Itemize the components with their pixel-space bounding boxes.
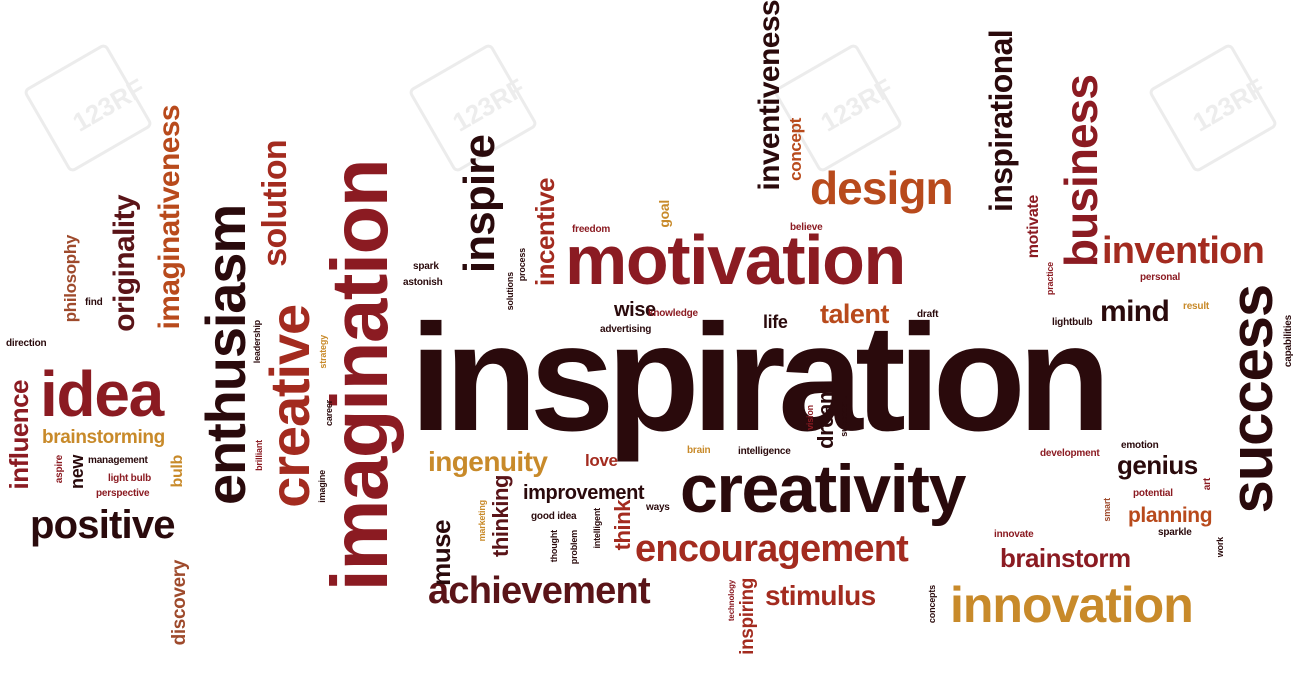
word-talent: talent xyxy=(820,299,889,329)
word-life: life xyxy=(763,312,788,332)
word-advertising: advertising xyxy=(600,324,652,335)
word-creativity: creativity xyxy=(680,451,966,527)
word-light-bulb: light bulb xyxy=(108,473,151,484)
word-imagine: imagine xyxy=(317,470,327,503)
word-goal: goal xyxy=(656,200,672,228)
word-potential: potential xyxy=(1133,488,1173,499)
word-invention: invention xyxy=(1102,230,1265,272)
word-genius: genius xyxy=(1117,450,1198,480)
word-thinking: thinking xyxy=(488,475,513,558)
word-think: think xyxy=(610,500,635,551)
word-draft: draft xyxy=(917,309,939,320)
word-vision: vision xyxy=(805,405,815,430)
word-concept: concept xyxy=(786,118,805,181)
word-technology: technology xyxy=(727,580,736,622)
word-motivation: motivation xyxy=(565,221,906,299)
word-imagination: imagination xyxy=(315,160,404,592)
word-incentive: incentive xyxy=(530,178,560,287)
word-inspiring: inspiring xyxy=(737,578,758,655)
word-muse: muse xyxy=(426,520,456,586)
word-stimulus: stimulus xyxy=(765,580,876,611)
word-positive: positive xyxy=(30,503,176,547)
word-idea: idea xyxy=(40,358,164,430)
word-career: career xyxy=(324,400,334,426)
word-encouragement: encouragement xyxy=(635,528,909,570)
word-philosophy: philosophy xyxy=(61,235,80,323)
word-innovation: innovation xyxy=(950,577,1194,633)
word-ingenuity: ingenuity xyxy=(428,446,548,477)
word-intelligent: intelligent xyxy=(592,508,602,549)
word-enthusiasm: enthusiasm xyxy=(194,205,257,505)
word-inspire: inspire xyxy=(455,135,504,274)
word-improvement: improvement xyxy=(523,482,645,504)
word-knowledge: knowledge xyxy=(648,308,698,319)
word-art: art xyxy=(1202,478,1213,491)
word-motivate: motivate xyxy=(1025,195,1042,259)
word-strategy: strategy xyxy=(318,335,328,369)
word-leadership: leadership xyxy=(252,320,262,364)
word-believe: believe xyxy=(790,222,823,233)
word-thought: thought xyxy=(549,530,559,563)
word-dream: dream xyxy=(813,385,838,449)
word-emotion: emotion xyxy=(1121,440,1159,451)
word-bulb: bulb xyxy=(169,455,186,488)
word-inspiration: inspiration xyxy=(410,293,1111,463)
word-solution: solution xyxy=(256,140,294,267)
word-brainstorm: brainstorm xyxy=(1000,543,1131,573)
word-work: work xyxy=(1215,537,1225,558)
word-love: love xyxy=(585,451,618,470)
word-sparkle: sparkle xyxy=(1158,527,1192,538)
word-good-idea: good idea xyxy=(531,511,577,522)
word-aspire: aspire xyxy=(54,455,65,484)
word-capabilities: capabilities xyxy=(1283,315,1294,368)
word-personal: personal xyxy=(1140,272,1181,283)
word-result: result xyxy=(1183,301,1210,312)
word-astonish: astonish xyxy=(403,277,443,288)
word-achievement: achievement xyxy=(428,570,651,612)
word-marketing: marketing xyxy=(477,500,487,542)
word-mind: mind xyxy=(1100,295,1170,328)
word-inventiveness: inventiveness xyxy=(753,0,786,191)
word-management: management xyxy=(88,455,148,466)
word-smart: smart xyxy=(1102,498,1112,522)
word-intelligence: intelligence xyxy=(738,446,791,457)
word-freedom: freedom xyxy=(572,224,611,235)
word-solutions: solutions xyxy=(505,272,515,311)
word-design: design xyxy=(810,162,954,214)
word-wise: wise xyxy=(614,299,656,321)
word-lightbulb: lightbulb xyxy=(1052,317,1093,328)
word-originality: originality xyxy=(108,195,141,332)
word-successful: successful xyxy=(839,392,849,437)
word-innovate: innovate xyxy=(994,529,1034,540)
word-brain: brain xyxy=(687,445,711,456)
word-brainstorming: brainstorming xyxy=(42,427,165,448)
word-perspective: perspective xyxy=(96,488,150,499)
word-planning: planning xyxy=(1128,504,1213,527)
word-spark: spark xyxy=(413,261,439,272)
word-new: new xyxy=(67,455,87,489)
word-brilliant: brilliant xyxy=(254,440,264,471)
word-discovery: discovery xyxy=(169,560,190,646)
word-development: development xyxy=(1040,448,1100,459)
word-business: business xyxy=(1055,75,1107,268)
word-find: find xyxy=(85,297,103,308)
word-success: success xyxy=(1218,285,1285,514)
word-concepts: concepts xyxy=(927,585,937,624)
word-problem: problem xyxy=(569,530,579,565)
word-ways: ways xyxy=(646,502,670,513)
word-imaginativeness: imaginativeness xyxy=(153,105,186,330)
word-direction: direction xyxy=(6,338,47,349)
word-process: process xyxy=(517,248,527,282)
word-inspirational: inspirational xyxy=(983,30,1019,212)
word-creative: creative xyxy=(258,305,321,508)
word-practice: practice xyxy=(1045,262,1055,296)
word-influence: influence xyxy=(4,380,34,490)
